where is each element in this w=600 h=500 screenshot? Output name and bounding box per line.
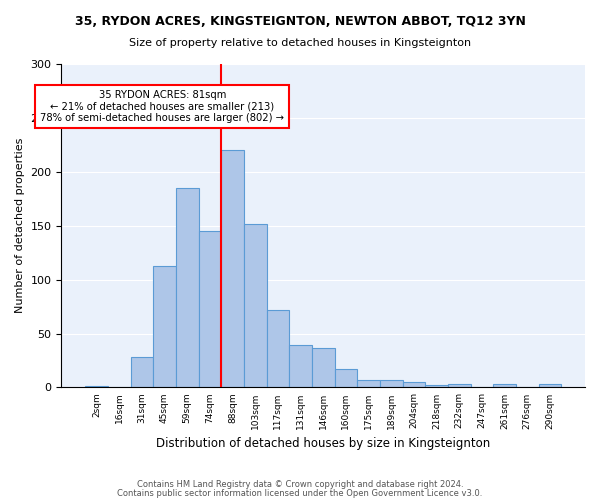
Bar bbox=[380, 380, 403, 388]
Bar bbox=[176, 188, 199, 388]
Bar bbox=[289, 346, 312, 388]
Bar bbox=[403, 382, 425, 388]
Text: Contains public sector information licensed under the Open Government Licence v3: Contains public sector information licen… bbox=[118, 488, 482, 498]
Text: 35, RYDON ACRES, KINGSTEIGNTON, NEWTON ABBOT, TQ12 3YN: 35, RYDON ACRES, KINGSTEIGNTON, NEWTON A… bbox=[74, 15, 526, 28]
Bar bbox=[131, 357, 153, 388]
Text: 35 RYDON ACRES: 81sqm
← 21% of detached houses are smaller (213)
78% of semi-det: 35 RYDON ACRES: 81sqm ← 21% of detached … bbox=[40, 90, 284, 123]
Bar bbox=[448, 384, 470, 388]
Bar bbox=[493, 384, 516, 388]
Bar bbox=[357, 380, 380, 388]
Bar bbox=[221, 150, 244, 388]
Bar bbox=[335, 369, 357, 388]
Bar bbox=[266, 310, 289, 388]
Bar bbox=[425, 386, 448, 388]
X-axis label: Distribution of detached houses by size in Kingsteignton: Distribution of detached houses by size … bbox=[156, 437, 490, 450]
Bar bbox=[153, 266, 176, 388]
Text: Size of property relative to detached houses in Kingsteignton: Size of property relative to detached ho… bbox=[129, 38, 471, 48]
Bar bbox=[244, 224, 266, 388]
Bar bbox=[85, 386, 108, 388]
Text: Contains HM Land Registry data © Crown copyright and database right 2024.: Contains HM Land Registry data © Crown c… bbox=[137, 480, 463, 489]
Y-axis label: Number of detached properties: Number of detached properties bbox=[15, 138, 25, 314]
Bar bbox=[312, 348, 335, 388]
Bar bbox=[539, 384, 561, 388]
Bar bbox=[199, 231, 221, 388]
